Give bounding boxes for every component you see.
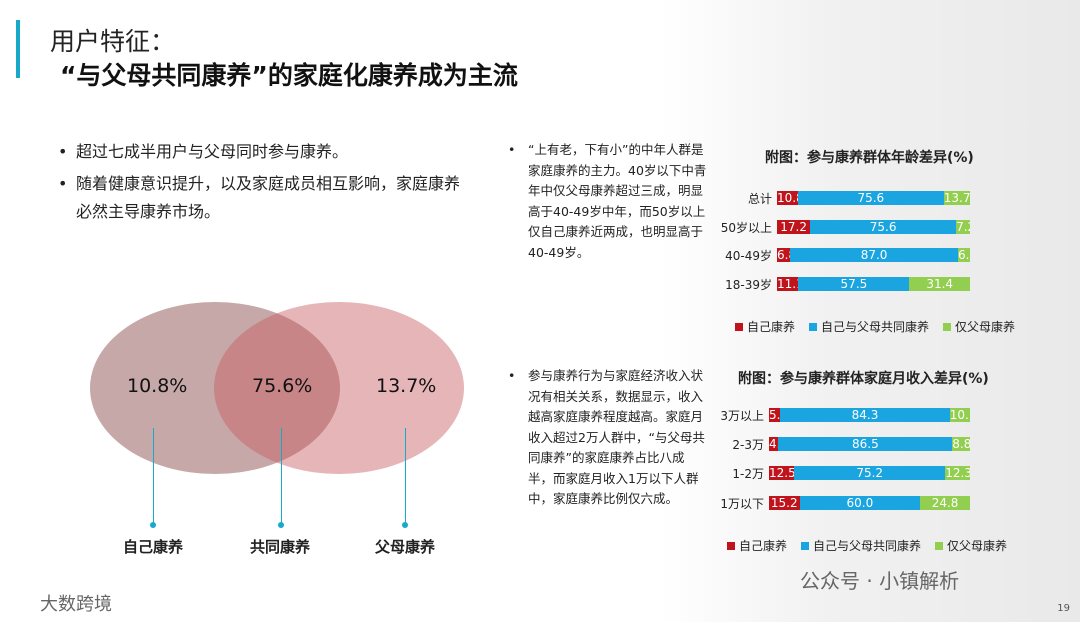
bar-segment: 7.2 [956,220,970,234]
bullet: 超过七成半用户与父母同时参与康养。 [58,138,468,166]
legend-item: 仅父母康养 [943,318,1015,335]
bar-segment: 6.2 [958,248,970,262]
venn-circle-parents [214,302,464,474]
bar-segment: 4.7 [769,437,779,451]
venn-label-parents: 父母康养 [375,538,436,556]
bar-segment: 11.1 [777,277,799,291]
legend-item: 自己康养 [735,318,795,335]
bar-segment: 12.5 [769,466,795,480]
chart-title: 附图：参与康养群体年龄差异(%) [765,150,974,166]
bar-segment: 75.2 [794,466,946,480]
legend-item: 自己与父母共同康养 [801,537,921,554]
category-label: 1-2万 [732,467,764,481]
bullet: 随着健康意识提升，以及家庭成员相互影响，家庭康养必然主导康养市场。 [58,170,468,226]
legend-item: 仅父母康养 [935,537,1007,554]
bar-segment: 57.5 [798,277,910,291]
category-label: 50岁以上 [720,221,772,235]
mid-bullet-income: 参与康养行为与家庭经济收入状况有相关关系，数据显示，收入越高家庭康养程度越高。家… [508,366,708,510]
bar-segment: 86.5 [778,437,953,451]
bar-segment: 84.3 [780,408,950,422]
connector-dot [278,522,284,528]
chart-legend: 自己康养 自己与父母共同康养 仅父母康养 [727,537,1007,554]
venn-value-parents: 13.7% [376,375,437,397]
venn-connector [281,428,282,524]
venn-connector [405,428,406,524]
bar-segment: 75.6 [797,191,944,205]
venn-label-joint: 共同康养 [250,538,311,556]
bar-segment: 13.7 [943,191,971,205]
category-label: 1万以下 [720,497,764,511]
bar-segment: 5.6 [769,408,781,422]
category-label: 总计 [747,192,772,206]
legend-item: 自己与父母共同康养 [809,318,929,335]
watermark-right: 公众号 · 小镇解析 [800,569,960,593]
bar-segment: 60.0 [799,496,921,510]
bar-segment: 17.2 [777,220,811,234]
bar-segment: 12.3 [945,466,970,480]
bar-segment: 24.8 [920,496,970,510]
title-accent-bar [16,20,20,78]
page-title: 用户特征： [50,27,176,56]
venn-value-joint: 75.6% [252,375,313,397]
background-panel [660,0,1080,622]
category-label: 2-3万 [732,438,764,452]
left-bullets: 超过七成半用户与父母同时参与康养。 随着健康意识提升，以及家庭成员相互影响，家庭… [58,138,468,230]
venn-value-self: 10.8% [127,375,188,397]
chart-title: 附图：参与康养群体家庭月收入差异(%) [738,371,989,387]
bar-segment: 8.8 [952,437,970,451]
bar-segment: 87.0 [790,248,959,262]
category-label: 18-39岁 [725,278,772,292]
connector-dot [150,522,156,528]
bar-segment: 31.4 [909,277,970,291]
watermark-left: 大数跨境 [40,594,112,615]
legend-item: 自己康养 [727,537,787,554]
bullet: 参与康养行为与家庭经济收入状况有相关关系，数据显示，收入越高家庭康养程度越高。家… [508,366,708,510]
bar-segment: 6.8 [777,248,791,262]
connector-dot [402,522,408,528]
bar-segment: 10.8 [777,191,798,205]
bar-segment: 75.6 [810,220,957,234]
chart-legend: 自己康养 自己与父母共同康养 仅父母康养 [735,318,1015,335]
venn-label-self: 自己康养 [123,538,184,556]
mid-bullet-age: “上有老，下有小”的中年人群是家庭康养的主力。40岁以下中青年中仅父母康养超过三… [508,140,708,263]
venn-circle-self [90,302,340,474]
venn-connector [153,428,154,524]
category-label: 3万以上 [720,409,764,423]
page-number: 19 [1057,603,1070,614]
bar-segment: 15.2 [769,496,800,510]
page-subtitle: “与父母共同康养”的家庭化康养成为主流 [60,61,518,90]
category-label: 40-49岁 [725,249,772,263]
bullet: “上有老，下有小”的中年人群是家庭康养的主力。40岁以下中青年中仅父母康养超过三… [508,140,708,263]
bar-segment: 10.1 [949,408,970,422]
